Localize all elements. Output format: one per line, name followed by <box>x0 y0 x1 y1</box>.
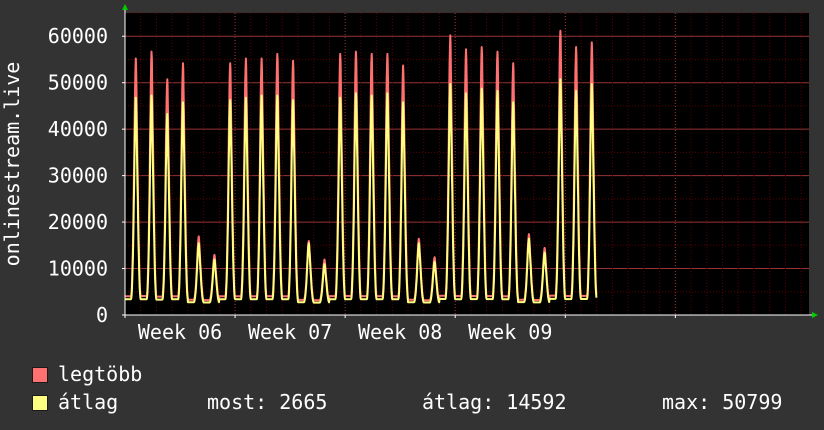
y-tick-label: 60000 <box>48 24 108 48</box>
y-tick-label: 50000 <box>48 71 108 95</box>
series-line-avg <box>124 78 598 304</box>
stat-max: max: 50799 <box>662 390 783 414</box>
stat-current: most: 2665 <box>207 390 328 414</box>
stat-average: átlag: 14592 <box>422 390 567 414</box>
y-tick-label: 30000 <box>48 164 108 188</box>
x-tick-label: Week 09 <box>468 320 552 344</box>
legend-label-max: legtöbb <box>58 362 143 386</box>
y-tick-label: 20000 <box>48 210 108 234</box>
y-tick-label: 10000 <box>48 257 108 281</box>
y-tick-label: 40000 <box>48 117 108 141</box>
y-axis-arrow-icon <box>122 4 128 10</box>
x-tick-labels: Week 06 Week 07 Week 08 Week 09 <box>138 320 553 344</box>
y-tick-labels: 0 10000 20000 30000 40000 50000 60000 <box>48 24 108 327</box>
x-axis-arrow-icon <box>812 312 818 318</box>
legend-swatch-avg <box>32 395 48 411</box>
x-tick-label: Week 08 <box>358 320 442 344</box>
legend-item-avg-series: átlag most: 2665 átlag: 14592 max: 50799 <box>32 390 812 418</box>
legend-swatch-max <box>32 367 48 383</box>
y-axis-title: onlinestream.live <box>0 62 24 267</box>
legend: legtöbb átlag most: 2665 átlag: 14592 ma… <box>32 362 812 418</box>
x-tick-label: Week 06 <box>138 320 222 344</box>
legend-item-max-series: legtöbb <box>32 362 812 390</box>
legend-label-avg: átlag <box>58 390 119 414</box>
series-lines <box>124 29 598 304</box>
axes <box>122 4 818 318</box>
x-tick-label: Week 07 <box>248 320 332 344</box>
y-tick-label: 0 <box>96 303 108 327</box>
